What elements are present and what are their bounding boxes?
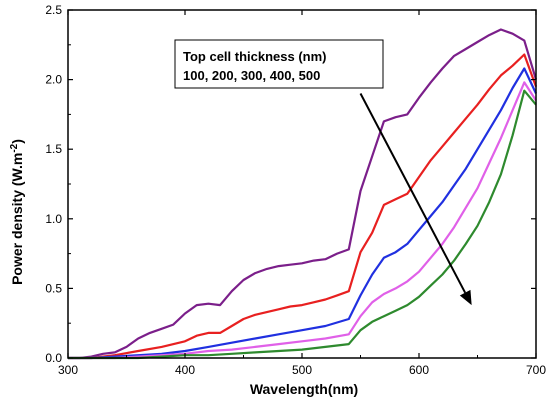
x-tick-label: 400 xyxy=(175,363,195,377)
y-tick-label: 2.5 xyxy=(45,3,62,17)
x-tick-label: 700 xyxy=(526,363,546,377)
x-axis-title: Wavelength(nm) xyxy=(250,381,358,397)
y-axis-title-superscript: -2 xyxy=(9,143,20,152)
series-line-2 xyxy=(68,53,538,360)
series-line-4 xyxy=(68,81,537,360)
arrow-head xyxy=(459,289,472,306)
x-tick-label: 600 xyxy=(409,363,429,377)
y-axis-title: Power density (W.m-2) xyxy=(9,139,25,285)
y-tick-label: 0.5 xyxy=(45,281,62,295)
y-tick-label: 2.0 xyxy=(45,73,62,87)
x-tick-label: 300 xyxy=(58,363,78,377)
annotation-title: Top cell thickness (nm) xyxy=(183,49,327,64)
series-line-3 xyxy=(68,67,537,360)
annotation-box: Top cell thickness (nm) 100, 200, 300, 4… xyxy=(174,39,384,89)
y-axis-title-close: ) xyxy=(9,139,25,144)
thickness-arrow xyxy=(359,93,472,306)
plot-area xyxy=(68,28,538,360)
annotation-box-frame xyxy=(174,39,384,89)
series-line-5 xyxy=(68,89,537,360)
series-line-1 xyxy=(68,28,538,360)
axes: 300 400 500 600 700 0.0 0.5 1.0 1.5 2.0 2.5 xyxy=(45,3,546,377)
y-axis-title-main: Power density (W.m xyxy=(9,153,25,285)
y-tick-label: 1.5 xyxy=(45,142,62,156)
x-tick-label: 500 xyxy=(292,363,312,377)
y-tick-label: 0.0 xyxy=(45,351,62,365)
annotation-values: 100, 200, 300, 400, 500 xyxy=(183,68,320,83)
y-tick-label: 1.0 xyxy=(45,212,62,226)
arrow-shaft xyxy=(359,93,467,294)
